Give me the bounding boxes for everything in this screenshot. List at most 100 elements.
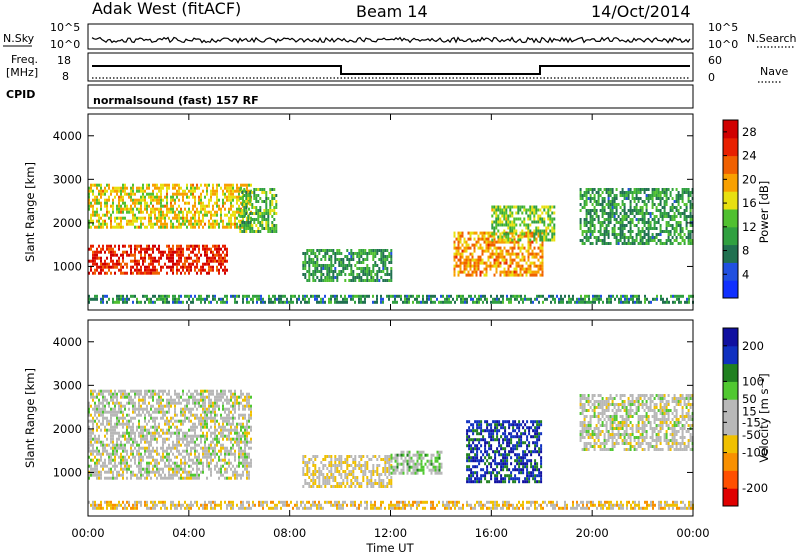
echo-cell (202, 468, 204, 471)
echo-cell (210, 426, 212, 429)
echo-cell (90, 245, 92, 248)
echo-cell (598, 203, 600, 206)
echo-cell (516, 268, 518, 271)
echo-cell (588, 191, 590, 194)
echo-cell (156, 438, 158, 441)
echo-cell (350, 270, 352, 273)
echo-cell (612, 203, 614, 206)
echo-cell (606, 188, 608, 191)
echo-cell (112, 435, 114, 438)
echo-cell (116, 295, 118, 298)
echo-cell (226, 396, 228, 399)
echo-cell (140, 196, 142, 199)
echo-cell (140, 202, 142, 205)
echo-cell (118, 226, 120, 229)
echo-cell (106, 417, 108, 420)
echo-cell (92, 184, 94, 187)
echo-cell (144, 393, 146, 396)
echo-cell (122, 396, 124, 399)
echo-cell (338, 301, 340, 304)
echo-cell (108, 402, 110, 405)
echo-cell (174, 393, 176, 396)
echo-cell (144, 435, 146, 438)
echo-cell (222, 420, 224, 423)
echo-cell (220, 217, 222, 220)
echo-cell (554, 298, 556, 301)
echo-cell (666, 298, 668, 301)
echo-cell (660, 203, 662, 206)
echo-cell (166, 438, 168, 441)
echo-cell (273, 188, 275, 191)
echo-cell (154, 435, 156, 438)
echo-cell (112, 199, 114, 202)
echo-cell (212, 251, 214, 254)
echo-cell (152, 248, 154, 251)
echo-cell (384, 258, 386, 261)
echo-cell (614, 233, 616, 236)
echo-cell (273, 224, 275, 227)
echo-cell (144, 414, 146, 417)
echo-cell (214, 260, 216, 263)
echo-cell (498, 265, 500, 268)
echo-cell (584, 230, 586, 233)
echo-cell (642, 188, 644, 191)
echo-cell (680, 301, 682, 304)
echo-cell (658, 194, 660, 197)
echo-cell (178, 269, 180, 272)
echo-cell (126, 429, 128, 432)
echo-cell (170, 269, 172, 272)
echo-cell (608, 224, 610, 227)
echo-cell (660, 224, 662, 227)
echo-cell (144, 408, 146, 411)
echo-cell (116, 444, 118, 447)
echo-cell (267, 212, 269, 215)
echo-cell (208, 429, 210, 432)
echo-cell (614, 200, 616, 203)
echo-cell (340, 273, 342, 276)
echo-cell (496, 262, 498, 265)
echo-cell (118, 223, 120, 226)
echo-cell (170, 459, 172, 462)
echo-cell (580, 295, 582, 298)
echo-cell (212, 447, 214, 450)
echo-cell (122, 405, 124, 408)
echo-cell (218, 396, 220, 399)
echo-cell (668, 221, 670, 224)
echo-cell (118, 474, 120, 477)
echo-cell (598, 215, 600, 218)
echo-cell (644, 215, 646, 218)
echo-cell (168, 411, 170, 414)
echo-cell (551, 218, 553, 221)
echo-cell (96, 202, 98, 205)
echo-cell (538, 247, 540, 250)
echo-cell (224, 417, 226, 420)
echo-cell (658, 197, 660, 200)
echo-cell (257, 200, 259, 203)
echo-cell (334, 255, 336, 258)
echo-cell (638, 295, 640, 298)
echo-cell (521, 206, 523, 209)
echo-cell (312, 258, 314, 261)
echo-cell (620, 194, 622, 197)
echo-cell (688, 301, 690, 304)
echo-cell (118, 211, 120, 214)
echo-cell (146, 450, 148, 453)
echo-cell (130, 187, 132, 190)
echo-cell (432, 301, 434, 304)
echo-cell (200, 396, 202, 399)
echo-cell (664, 191, 666, 194)
echo-cell (178, 263, 180, 266)
echo-cell (150, 477, 152, 480)
echo-cell (96, 477, 98, 480)
echo-cell (474, 250, 476, 253)
echo-cell (344, 255, 346, 258)
echo-cell (522, 268, 524, 271)
echo-cell (92, 393, 94, 396)
echo-cell (92, 453, 94, 456)
echo-cell (652, 200, 654, 203)
echo-cell (652, 227, 654, 230)
echo-cell (626, 212, 628, 215)
echo-cell (324, 267, 326, 270)
echo-cell (488, 259, 490, 262)
echo-cell (100, 184, 102, 187)
